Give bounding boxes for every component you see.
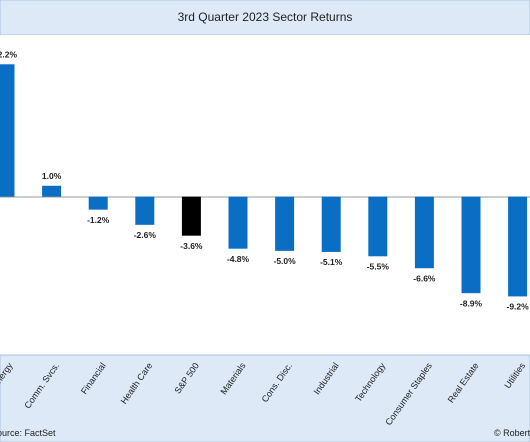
value-label: -8.9% [460,298,483,308]
bar [42,185,62,197]
source: Source: FactSet [0,428,56,438]
value-label: -5.0% [273,256,296,266]
plot-area [0,35,530,355]
value-label: -2.6% [134,230,157,240]
bar [414,196,434,269]
bar [181,196,201,236]
bar [508,196,528,297]
value-label: -9.2% [506,302,529,312]
value-label: 1.0% [42,171,62,181]
bar [275,196,295,251]
bar [88,196,108,210]
bar [321,196,341,252]
bar [0,64,15,197]
credit: © Robert [494,428,530,438]
value-label: -3.6% [180,241,203,251]
chart-title: 3rd Quarter 2023 Sector Returns [178,10,353,24]
footer-band [0,354,530,442]
bar [461,196,481,294]
bar [368,196,388,257]
bar [135,196,155,225]
value-label: -5.1% [320,257,343,267]
value-label: -6.6% [413,273,436,283]
value-label: -1.2% [87,215,110,225]
value-label: 12.2% [0,50,17,60]
value-label: -4.8% [227,254,250,264]
value-label: -5.5% [367,262,390,272]
bar [228,196,248,249]
